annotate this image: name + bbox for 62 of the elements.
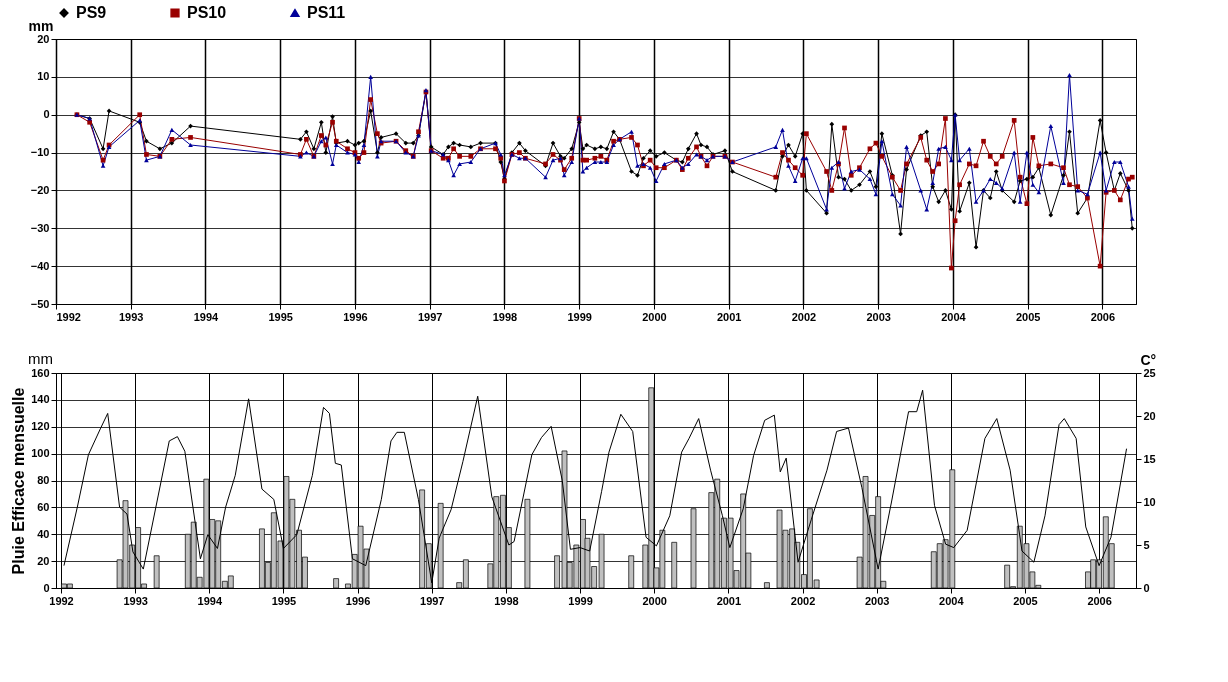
x-tick-label: 1993 [123, 594, 148, 607]
x-tick-label: 1993 [119, 310, 144, 323]
x-tick-label: 1995 [271, 594, 297, 607]
x-tick-label: 2000 [642, 310, 667, 323]
y-tick-label: 80 [37, 474, 50, 486]
x-tick-label: 2005 [1015, 310, 1041, 323]
x-tick-label: 1992 [56, 310, 81, 323]
x-tick-label: 1996 [343, 310, 368, 323]
y-tick-label: 20 [37, 554, 50, 567]
x-tick-label: 2002 [790, 594, 816, 607]
x-tick-label: 1998 [492, 310, 518, 323]
x-tick-label: 2004 [941, 310, 967, 323]
y2-tick-label: 0 [1143, 581, 1150, 594]
y-tick-label: 160 [31, 366, 50, 379]
x-tick-label: 2003 [866, 310, 891, 323]
y-tick-label: 0 [43, 581, 50, 594]
x-tick-label: 1999 [567, 310, 592, 323]
x-tick-label: 2003 [864, 594, 890, 607]
y-tick-label: −20 [30, 183, 50, 196]
legend-label: PS9 [76, 4, 107, 21]
legend-label: PS10 [187, 4, 227, 21]
x-tick-label: 1996 [345, 594, 371, 607]
x-tick-label: 1994 [193, 310, 220, 323]
text: mm [28, 350, 53, 367]
x-tick-label: 2001 [716, 310, 742, 323]
x-tick-label: 1995 [268, 310, 293, 323]
x-tick-label: 2006 [1090, 310, 1116, 323]
x-tick-label: 1992 [49, 594, 74, 607]
y2-tick-label: 20 [1143, 409, 1156, 422]
x-tick-label: 1994 [197, 594, 223, 607]
y-tick-label: −30 [30, 221, 50, 234]
x-tick-label: 2000 [642, 594, 667, 607]
y-tick-label: 120 [31, 420, 50, 433]
x-tick-label: 2005 [1013, 594, 1038, 607]
bar [333, 578, 339, 589]
x-tick-label: 2004 [939, 594, 965, 607]
x-tick-label: 2002 [791, 310, 817, 323]
y2-axis-title: C° [1140, 351, 1157, 368]
y-tick-label: −50 [30, 297, 50, 310]
x-tick-label: 2006 [1087, 594, 1112, 607]
legend-label: PS11 [307, 4, 346, 21]
y-tick-label: −10 [30, 146, 50, 159]
y-axis-title: Pluie Efficace mensuelle [10, 387, 28, 575]
y-tick-label: 140 [31, 393, 50, 406]
x-tick-label: 1997 [417, 310, 443, 323]
x-tick-label: 2001 [716, 594, 742, 607]
y-tick-label: 60 [37, 500, 50, 513]
y-tick-label: 40 [37, 527, 50, 540]
y-tick-label: 0 [43, 108, 50, 121]
bar [764, 582, 770, 589]
y2-tick-label: 15 [1143, 452, 1156, 465]
y-axis-title: mm [28, 17, 54, 34]
y2-tick-label: 25 [1143, 366, 1156, 379]
y2-tick-label: 5 [1143, 538, 1150, 551]
x-tick-label: 1998 [494, 594, 519, 607]
y-tick-label: 20 [37, 32, 50, 45]
y-tick-label: 10 [37, 70, 50, 83]
y-tick-label: −40 [30, 259, 50, 272]
x-tick-label: 1999 [568, 594, 593, 607]
y-tick-label: 100 [31, 447, 50, 460]
y2-tick-label: 10 [1143, 495, 1156, 508]
x-tick-label: 1997 [420, 594, 445, 607]
